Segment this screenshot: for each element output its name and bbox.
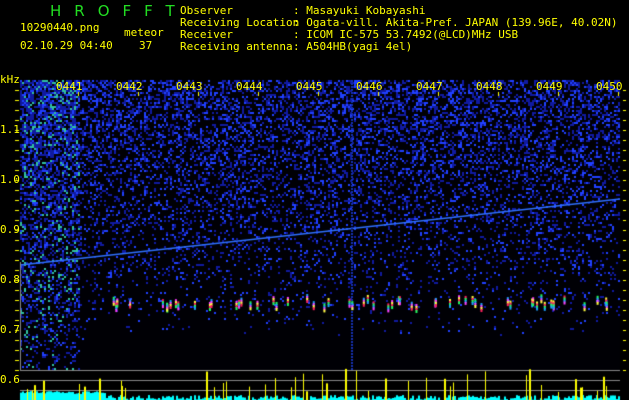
app-title: HROFFT xyxy=(50,2,188,20)
file-name: 10290440.png xyxy=(20,21,100,34)
info-label: Receiver xyxy=(180,28,233,41)
x-tick-label: 0450 xyxy=(596,80,623,93)
x-tick-label: 0446 xyxy=(356,80,383,93)
info-label: Observer xyxy=(180,4,233,17)
y-axis-unit: kHz xyxy=(0,73,20,86)
info-value: : ICOM IC-575 53.7492(@LCD)MHz USB xyxy=(293,28,519,41)
y-tick-label: 0.8 xyxy=(0,273,20,286)
y-tick-label: 1.0 xyxy=(0,173,20,186)
info-value: : Masayuki Kobayashi xyxy=(293,4,426,17)
meteor-count: 37 xyxy=(139,39,153,52)
y-tick-label: 0.9 xyxy=(0,223,20,236)
datetime: 02.10.29 04:40 xyxy=(20,39,113,52)
y-tick-label: 0.7 xyxy=(0,323,20,336)
x-tick-label: 0444 xyxy=(236,80,263,93)
info-value: : Ogata-vill. Akita-Pref. JAPAN (139.96E… xyxy=(293,16,618,29)
info-label: Receiving antenna xyxy=(180,40,293,53)
x-tick-label: 0448 xyxy=(476,80,503,93)
x-tick-label: 0449 xyxy=(536,80,563,93)
info-label: Receiving Location xyxy=(180,16,300,29)
info-value: : A504HB(yagi 4el) xyxy=(293,40,413,53)
y-tick-label: 0.6 xyxy=(0,373,20,386)
x-tick-label: 0441 xyxy=(56,80,83,93)
x-tick-label: 0443 xyxy=(176,80,203,93)
y-tick-label: 1.1 xyxy=(0,123,20,136)
meteor-label: meteor xyxy=(124,26,164,39)
x-tick-label: 0447 xyxy=(416,80,443,93)
x-tick-label: 0445 xyxy=(296,80,323,93)
x-tick-label: 0442 xyxy=(116,80,143,93)
